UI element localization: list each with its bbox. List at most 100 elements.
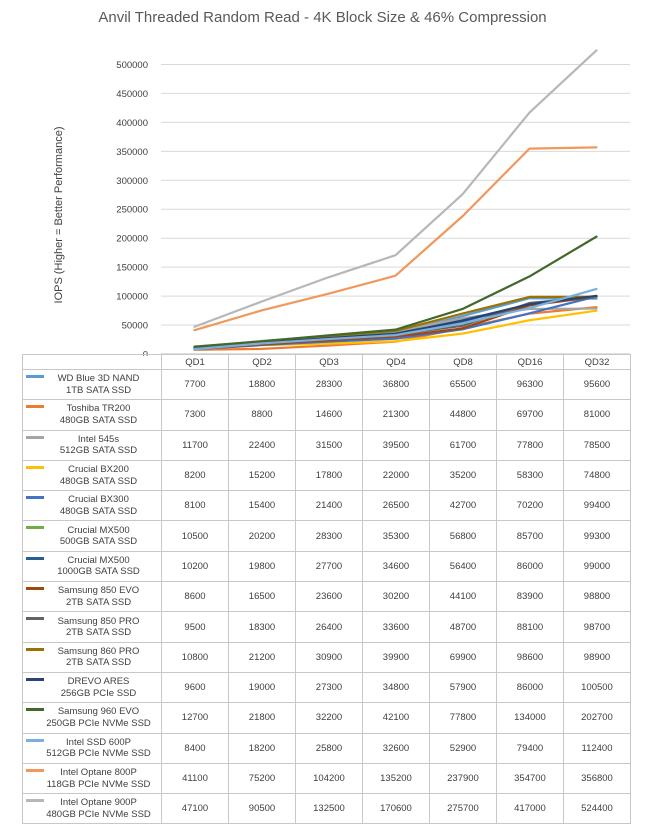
y-axis-label-text: IOPS (Higher = Better Performance) [53,126,65,304]
table-row: Crucial MX500 500GB SATA SSD 10500 20200 283… [22,520,631,552]
data-label: 33600 [362,611,430,643]
legend-key [26,768,44,772]
legend-key [26,647,44,651]
y-tick-label: 450000 [116,89,148,100]
data-label: 19000 [228,671,296,704]
legend-key [26,375,44,378]
x-tick-label: QD8 [429,354,497,370]
data-label: 36800 [362,368,430,401]
y-tick-label: 50000 [122,321,148,332]
series-name-line: Crucial MX500 [67,524,130,536]
data-label: 8400 [161,732,229,764]
legend-entry: Crucial MX500 1000GB SATA SSD [22,550,162,583]
legend-entry: Samsung 860 PRO 2TB SATA SSD [22,641,162,673]
data-label: 30200 [362,581,430,613]
data-label: 135200 [362,762,430,795]
series-name-line: Samsung 860 PRO [57,645,140,657]
series-subtitle-line: 480GB SATA SSD [59,414,138,426]
series-name: Samsung 850 EVO 2TB SATA SSD [23,585,161,608]
legend-key [26,526,44,530]
legend-entry: Intel SSD 600P 512GB PCIe NVMe SSD [22,732,162,764]
series-name: Crucial MX500 500GB SATA SSD [23,525,161,548]
series-name-line: Intel Optane 900P [60,797,137,809]
data-label: 10200 [161,550,229,583]
legend-key [26,708,44,712]
series-name: Intel Optane 800P 118GB PCIe NVMe SSD [23,767,161,790]
data-label: 9600 [161,671,229,704]
data-label: 132500 [295,793,363,825]
legend-entry: Intel Optane 800P 118GB PCIe NVMe SSD [22,762,162,795]
data-label: 134000 [496,702,564,734]
data-table: QD1 QD2 QD3 QD4 QD8 QD16 QD32 WD Blue 3D NAND 1… [22,354,631,825]
data-label: 15200 [228,459,296,492]
data-label: 81000 [563,399,631,431]
data-label: 78500 [563,429,631,461]
data-label: 95600 [563,368,631,401]
legend-entry: Crucial BX300 480GB SATA SSD [22,490,162,522]
series-subtitle-line: 512GB PCIe NVMe SSD [46,748,151,760]
x-tick-label: QD1 [161,354,229,370]
table-row: Crucial BX200 480GB SATA SSD 8200 15200 1780… [22,459,631,492]
data-label: 8200 [161,459,229,492]
data-label: 31500 [295,429,363,461]
legend-key [26,496,44,500]
data-label: 79400 [496,732,564,764]
data-label: 85700 [496,520,564,552]
table-row: Crucial MX500 1000GB SATA SSD 10200 19800 27… [22,550,631,583]
data-label: 32600 [362,732,430,764]
data-label: 90500 [228,793,296,825]
series-subtitle-line: 512GB SATA SSD [59,445,138,457]
series-name: DREVO ARES 256GB PCIe SSD [23,676,161,699]
legend-entry: Samsung 850 EVO 2TB SATA SSD [22,581,162,613]
legend-key [26,556,44,560]
legend-key [26,738,44,742]
series-name: Intel SSD 600P 512GB PCIe NVMe SSD [23,737,161,760]
data-label: 356800 [563,762,631,795]
data-label: 524400 [563,793,631,825]
data-label: 354700 [496,762,564,795]
series-subtitle-line: 2TB SATA SSD [65,596,132,608]
y-tick-label: 100000 [116,292,148,303]
data-label: 202700 [563,702,631,734]
data-label: 237900 [429,762,497,795]
series-line [193,146,598,332]
data-label: 88100 [496,611,564,643]
data-table-corner [22,354,162,370]
series-name: Samsung 860 PRO 2TB SATA SSD [23,646,161,669]
legend-key [26,799,44,803]
data-label: 34600 [362,550,430,583]
data-label: 99000 [563,550,631,583]
legend-entry: Intel Optane 900P 480GB PCIe NVMe SSD [22,793,162,825]
data-label: 35200 [429,459,497,492]
series-name: Crucial BX200 480GB SATA SSD [23,464,161,487]
data-label: 86000 [496,671,564,704]
series-name: Intel 545s 512GB SATA SSD [23,434,161,457]
series-subtitle-line: 480GB SATA SSD [59,505,138,517]
data-label: 25800 [295,732,363,764]
y-tick-label: 400000 [116,118,148,129]
series-name-line: Samsung 850 EVO [57,585,140,597]
data-label: 170600 [362,793,430,825]
data-label: 17800 [295,459,363,492]
data-label: 21800 [228,702,296,734]
data-label: 417000 [496,793,564,825]
data-label: 98900 [563,641,631,673]
table-row: Samsung 850 EVO 2TB SATA SSD 8600 16500 2360… [22,581,631,613]
y-tick-label: 200000 [116,234,148,245]
x-tick-label: QD32 [563,354,631,370]
legend-entry: Toshiba TR200 480GB SATA SSD [22,399,162,431]
series-name-line: Crucial BX200 [68,464,129,476]
legend-key [26,405,44,409]
data-label: 69900 [429,641,497,673]
legend-entry: WD Blue 3D NAND 1TB SATA SSD [22,368,162,401]
data-label: 30900 [295,641,363,673]
series-subtitle-line: 250GB PCIe NVMe SSD [46,717,151,729]
data-label: 42700 [429,490,497,522]
table-row: Samsung 850 PRO 2TB SATA SSD 9500 18300 2640… [22,611,631,643]
data-label: 56800 [429,520,497,552]
data-label: 18300 [228,611,296,643]
data-label: 9500 [161,611,229,643]
data-label: 26400 [295,611,363,643]
data-label: 57900 [429,671,497,704]
data-label: 99400 [563,490,631,522]
